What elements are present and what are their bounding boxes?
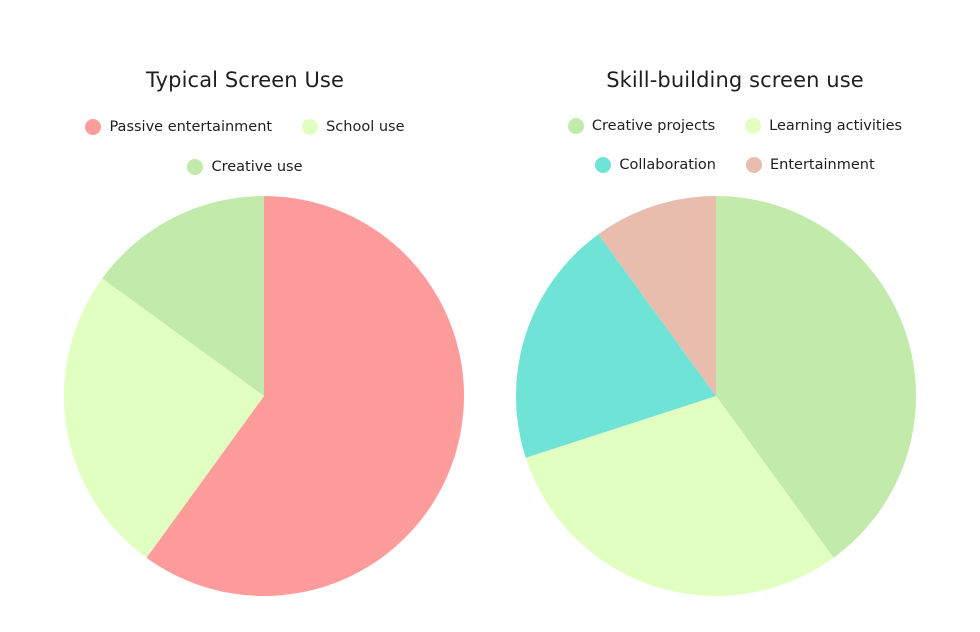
pie-slice-creative-use[interactable]	[102, 196, 264, 396]
legend-swatch	[187, 159, 204, 175]
legend-label: Collaboration	[619, 157, 716, 173]
legend-item-creative-projects[interactable]: Creative projects	[567, 118, 716, 134]
legend-label: School use	[326, 119, 405, 135]
pie-slice-collaboration[interactable]	[516, 234, 716, 458]
pie-slice-creative-projects[interactable]	[716, 196, 916, 558]
chart-skill-building-screen-use: Skill-building screen use Creative proje…	[490, 0, 980, 632]
legend-label: Learning activities	[769, 118, 903, 134]
legend-item-school-use[interactable]: School use	[302, 119, 405, 135]
legend-swatch	[567, 118, 584, 134]
chart-title: Skill-building screen use	[606, 68, 864, 92]
legend-swatch	[302, 119, 319, 135]
pie-slice-passive-entertainment[interactable]	[146, 196, 465, 597]
pie-slice-learning-activities[interactable]	[525, 396, 834, 596]
legend-label: Creative use	[211, 159, 303, 175]
legend-swatch	[595, 157, 612, 173]
chart-typical-screen-use: Typical Screen Use Passive entertainment…	[0, 68, 490, 597]
pie-slice-school-use[interactable]	[64, 278, 264, 558]
legend: Passive entertainment School use	[0, 119, 490, 135]
legend-swatch	[745, 118, 762, 134]
legend-label: Creative projects	[591, 118, 716, 134]
pie-chart	[64, 196, 465, 597]
legend-row-2: Creative use	[0, 159, 490, 175]
legend: Creative projects Learning activities	[490, 118, 980, 134]
legend-item-learning-activities[interactable]: Learning activities	[745, 118, 902, 134]
legend-item-collaboration[interactable]: Collaboration	[595, 157, 716, 173]
legend-item-passive-entertainment[interactable]: Passive entertainment	[85, 119, 272, 135]
legend-label: Entertainment	[770, 157, 875, 173]
legend-label: Passive entertainment	[109, 119, 273, 135]
legend-item-creative-use[interactable]: Creative use	[187, 159, 303, 175]
pie-slice-entertainment[interactable]	[598, 196, 716, 396]
legend-swatch	[746, 157, 762, 173]
chart-title: Typical Screen Use	[146, 68, 344, 92]
legend-swatch	[85, 119, 102, 135]
legend-row-2: Collaboration Entertainment	[490, 157, 980, 173]
legend-item-entertainment[interactable]: Entertainment	[746, 157, 875, 173]
pie-chart	[516, 196, 916, 596]
